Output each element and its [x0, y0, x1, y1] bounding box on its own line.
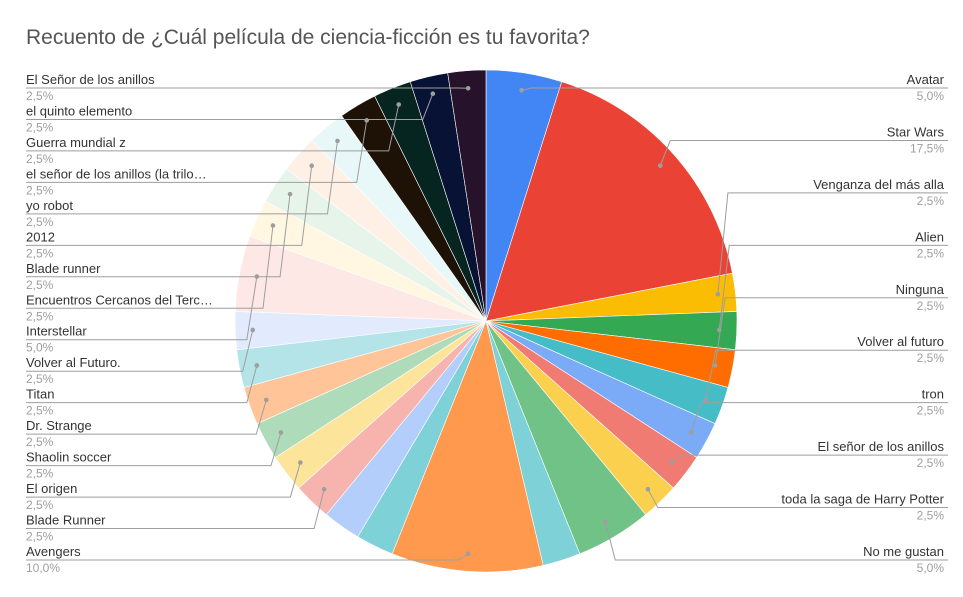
slice-value-label: 2,5% — [917, 404, 945, 418]
slice-label: Volver al futuro — [857, 334, 944, 349]
leader-line — [26, 104, 400, 152]
slice-label: Ninguna — [896, 282, 945, 297]
slice-value-label: 2,5% — [26, 215, 54, 229]
pie-slice — [391, 320, 544, 573]
slice-value-label: 10,0% — [26, 561, 60, 575]
slice-label: No me gustan — [863, 544, 944, 559]
slice-label: Shaolin soccer — [26, 450, 112, 465]
slice-label: El Señor de los anillos — [26, 72, 155, 87]
leader-line — [26, 165, 313, 246]
slice-label: Guerra mundial z — [26, 135, 126, 150]
slice-value-label: 2,5% — [26, 530, 54, 544]
slice-value-label: 5,0% — [26, 341, 54, 355]
slice-value-label: 2,5% — [26, 404, 54, 418]
slice-value-label: 17,5% — [910, 141, 944, 155]
leader-dot — [430, 91, 436, 97]
slice-label: Blade Runner — [26, 513, 106, 528]
leader-line — [714, 297, 948, 366]
slice-value-label: 2,5% — [26, 120, 54, 134]
slice-value-label: 2,5% — [26, 152, 54, 166]
leader-line — [26, 432, 282, 467]
leader-line — [521, 87, 948, 91]
leader-line — [26, 462, 301, 498]
leader-dot — [396, 102, 402, 107]
slice-label: el quinto elemento — [26, 103, 132, 118]
slice-value-label: 2,5% — [26, 183, 54, 197]
leader-dot — [298, 460, 303, 465]
slice-label: toda la saga de Harry Potter — [781, 492, 944, 507]
leader-dot — [703, 397, 708, 403]
leader-line — [671, 454, 948, 463]
leader-dot — [364, 118, 370, 123]
slice-label: Star Wars — [887, 124, 945, 139]
leader-line — [705, 349, 948, 400]
slice-label: Titan — [26, 387, 54, 402]
slice-label: Volver al Futuro. — [26, 355, 121, 370]
leader-line — [647, 488, 948, 509]
slice-value-label: 5,0% — [917, 89, 945, 103]
slice-value-label: 2,5% — [26, 89, 54, 103]
slice-value-label: 2,5% — [26, 278, 54, 292]
leader-line — [26, 365, 258, 404]
leader-line — [659, 139, 948, 166]
slice-value-label: 2,5% — [917, 299, 945, 313]
slice-label: Encuentros Cercanos del Terc… — [26, 292, 213, 307]
leader-line — [718, 244, 948, 330]
slice-value-label: 2,5% — [26, 372, 54, 386]
chart-title: Recuento de ¿Cuál película de ciencia-fi… — [26, 26, 590, 49]
slice-label: Avengers — [26, 544, 81, 559]
leader-line — [26, 489, 325, 530]
slice-value-label: 2,5% — [917, 194, 945, 208]
leader-line — [717, 192, 948, 295]
leader-line — [604, 521, 948, 561]
slice-label: El origen — [26, 481, 77, 496]
leader-line — [26, 93, 434, 120]
slice-label: Interstellar — [26, 324, 87, 339]
slice-value-label: 2,5% — [917, 456, 945, 470]
pie-slice — [447, 69, 487, 322]
slice-label: Venganza del más alla — [813, 177, 945, 192]
leader-line — [26, 140, 338, 215]
leader-dot — [309, 163, 315, 168]
leader-dot — [335, 138, 340, 144]
leader-line — [26, 120, 368, 183]
slice-label: tron — [922, 387, 944, 402]
slice-label: El señor de los anillos — [818, 439, 945, 454]
slice-value-label: 2,5% — [917, 509, 945, 523]
slice-value-label: 5,0% — [917, 561, 945, 575]
leader-line — [26, 329, 254, 372]
pie-slice — [485, 81, 733, 322]
slice-value-label: 2,5% — [26, 467, 54, 481]
slice-value-label: 2,5% — [26, 498, 54, 512]
slice-value-label: 2,5% — [26, 246, 54, 260]
leader-line — [26, 276, 258, 341]
slice-label: Dr. Strange — [26, 418, 92, 433]
leader-line — [690, 402, 948, 433]
slice-label: el señor de los anillos (la trilo… — [26, 166, 207, 181]
slice-label: Avatar — [907, 72, 945, 87]
leader-dot — [715, 291, 721, 297]
leader-line — [26, 399, 267, 435]
slice-label: Blade runner — [26, 261, 101, 276]
slice-value-label: 2,5% — [26, 435, 54, 449]
slice-value-label: 2,5% — [917, 246, 945, 260]
slice-label: yo robot — [26, 198, 73, 213]
slice-value-label: 2,5% — [917, 351, 945, 365]
leader-line — [26, 225, 274, 309]
leader-line — [26, 194, 291, 278]
slice-value-label: 2,5% — [26, 309, 54, 323]
leader-line — [26, 553, 469, 561]
slice-label: Alien — [915, 229, 944, 244]
slice-label: 2012 — [26, 229, 55, 244]
